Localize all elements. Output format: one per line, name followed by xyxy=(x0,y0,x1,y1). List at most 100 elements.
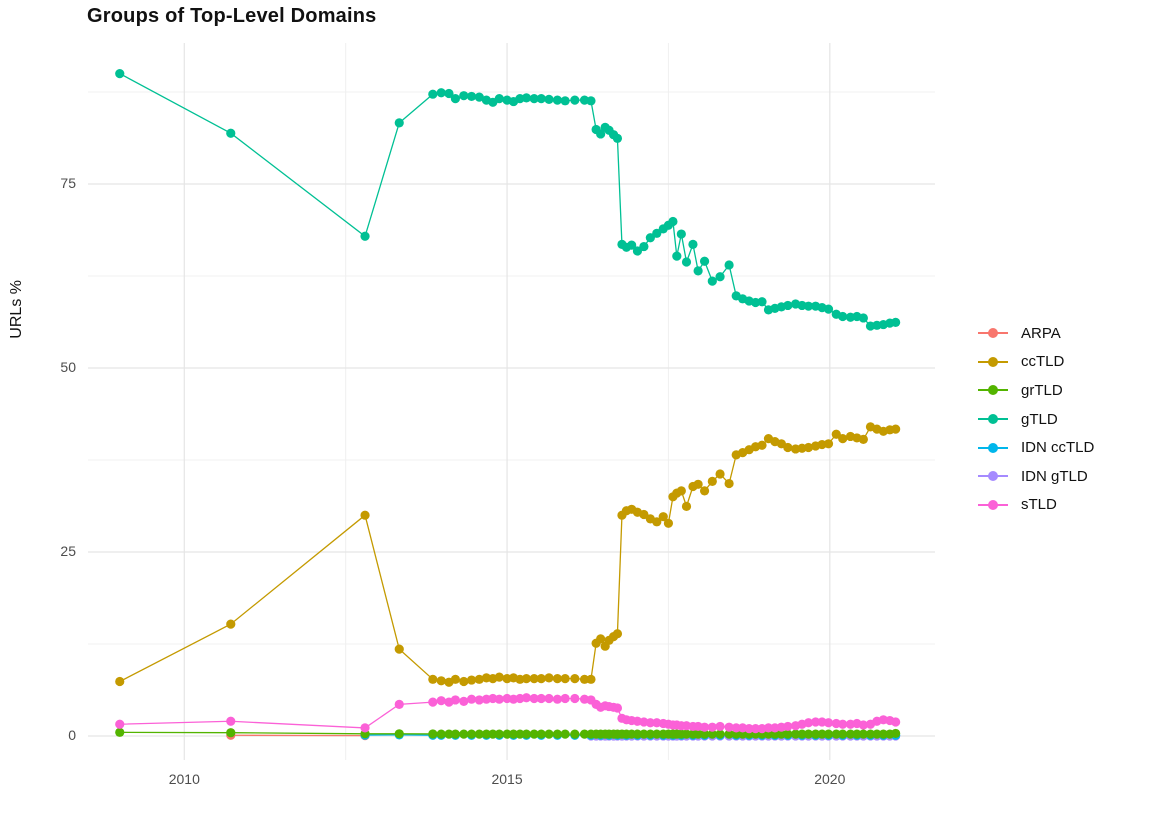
data-point-grtld xyxy=(872,729,882,739)
data-point-gtld xyxy=(676,229,686,239)
data-point-gtld xyxy=(115,69,125,79)
data-point-gtld xyxy=(436,88,446,98)
data-point-grtld xyxy=(858,729,868,739)
data-point-gtld xyxy=(639,241,649,252)
data-point-stld xyxy=(459,696,469,707)
data-point-stld xyxy=(891,717,901,727)
data-point-grtld xyxy=(699,729,710,739)
data-point-gtld xyxy=(681,257,692,267)
x-axis-tick-label: 2020 xyxy=(814,771,846,787)
data-point-grtld xyxy=(878,729,888,739)
data-point-stld xyxy=(474,695,484,705)
data-point-stld xyxy=(450,695,461,705)
data-point-gtld xyxy=(838,311,848,322)
data-point-grtld xyxy=(845,729,856,739)
data-point-cctld xyxy=(436,676,446,686)
data-point-cctld xyxy=(858,434,868,444)
legend-item-idn-cctld: IDN ccTLD xyxy=(978,433,1094,462)
data-point-gtld xyxy=(757,297,767,307)
data-point-grtld xyxy=(502,729,512,739)
data-point-stld xyxy=(823,718,834,728)
data-point-stld xyxy=(731,723,741,733)
data-point-cctld xyxy=(891,424,901,434)
data-point-cctld xyxy=(724,478,734,489)
data-point-gtld xyxy=(474,92,484,102)
data-point-cctld xyxy=(428,674,438,684)
data-point-cctld xyxy=(466,675,477,685)
data-point-cctld xyxy=(663,518,674,528)
data-point-cctld xyxy=(529,673,539,684)
legend-item-grtld: grTLD xyxy=(978,376,1094,405)
data-point-stld xyxy=(226,716,236,726)
legend-label: ARPA xyxy=(1021,324,1061,342)
legend-key-icon xyxy=(978,353,1008,371)
data-point-cctld xyxy=(226,619,236,629)
data-point-gtld xyxy=(645,233,655,243)
legend-key-icon xyxy=(978,439,1008,457)
data-point-grtld xyxy=(639,729,649,739)
data-point-cctld xyxy=(552,673,562,684)
legend-label: grTLD xyxy=(1021,381,1063,399)
data-point-cctld xyxy=(783,442,793,453)
data-point-stld xyxy=(494,694,504,704)
data-point-cctld xyxy=(544,673,554,683)
data-point-grtld xyxy=(823,729,834,739)
data-point-gtld xyxy=(521,93,532,103)
data-point-grtld xyxy=(436,729,446,739)
y-axis-tick-label: 50 xyxy=(60,359,76,375)
data-point-grtld xyxy=(838,729,848,739)
data-point-gtld xyxy=(360,231,370,241)
data-point-gtld xyxy=(823,304,834,314)
legend-item-cctld: ccTLD xyxy=(978,348,1094,377)
data-point-grtld xyxy=(797,729,807,739)
data-point-cctld xyxy=(115,676,125,687)
data-point-grtld xyxy=(852,729,862,739)
data-point-stld xyxy=(521,693,532,703)
series-line-gtld xyxy=(119,73,896,327)
data-point-gtld xyxy=(858,313,868,323)
data-point-stld xyxy=(838,719,848,729)
data-point-gtld xyxy=(699,256,710,266)
legend-item-stld: sTLD xyxy=(978,491,1094,520)
data-point-grtld xyxy=(632,729,643,739)
data-point-cctld xyxy=(474,674,484,684)
data-point-cctld xyxy=(494,672,504,682)
data-point-stld xyxy=(115,719,125,729)
legend-key-icon xyxy=(978,381,1008,399)
data-point-grtld xyxy=(783,729,793,739)
data-point-gtld xyxy=(693,266,703,276)
data-point-cctld xyxy=(579,674,590,684)
data-point-grtld xyxy=(724,729,734,739)
data-point-gtld xyxy=(688,239,698,249)
data-point-cctld xyxy=(757,440,767,450)
data-point-stld xyxy=(699,722,710,732)
data-point-gtld xyxy=(707,276,717,286)
data-point-stld xyxy=(428,697,438,707)
data-point-stld xyxy=(707,722,717,732)
data-point-cctld xyxy=(831,429,841,439)
y-axis-tick-label: 75 xyxy=(60,175,76,191)
legend-key-icon xyxy=(978,410,1008,428)
legend-label: ccTLD xyxy=(1021,353,1065,371)
data-point-stld xyxy=(466,694,477,704)
data-point-cctld xyxy=(394,644,404,654)
data-point-grtld xyxy=(450,729,461,739)
data-point-grtld xyxy=(481,729,491,739)
data-point-cctld xyxy=(707,476,717,486)
data-point-stld xyxy=(552,694,562,704)
data-point-grtld xyxy=(831,729,841,739)
data-point-grtld xyxy=(536,729,546,739)
data-point-grtld xyxy=(570,729,580,739)
data-point-grtld xyxy=(579,729,590,739)
data-point-gtld xyxy=(226,128,236,138)
data-point-cctld xyxy=(560,673,570,684)
data-point-stld xyxy=(645,718,655,728)
data-point-stld xyxy=(810,717,821,727)
legend-key-icon xyxy=(978,324,1008,342)
data-point-stld xyxy=(803,718,814,728)
legend-item-idn-gtld: IDN gTLD xyxy=(978,462,1094,491)
data-point-grtld xyxy=(508,729,519,739)
data-point-gtld xyxy=(586,96,596,106)
data-point-grtld xyxy=(521,729,532,739)
